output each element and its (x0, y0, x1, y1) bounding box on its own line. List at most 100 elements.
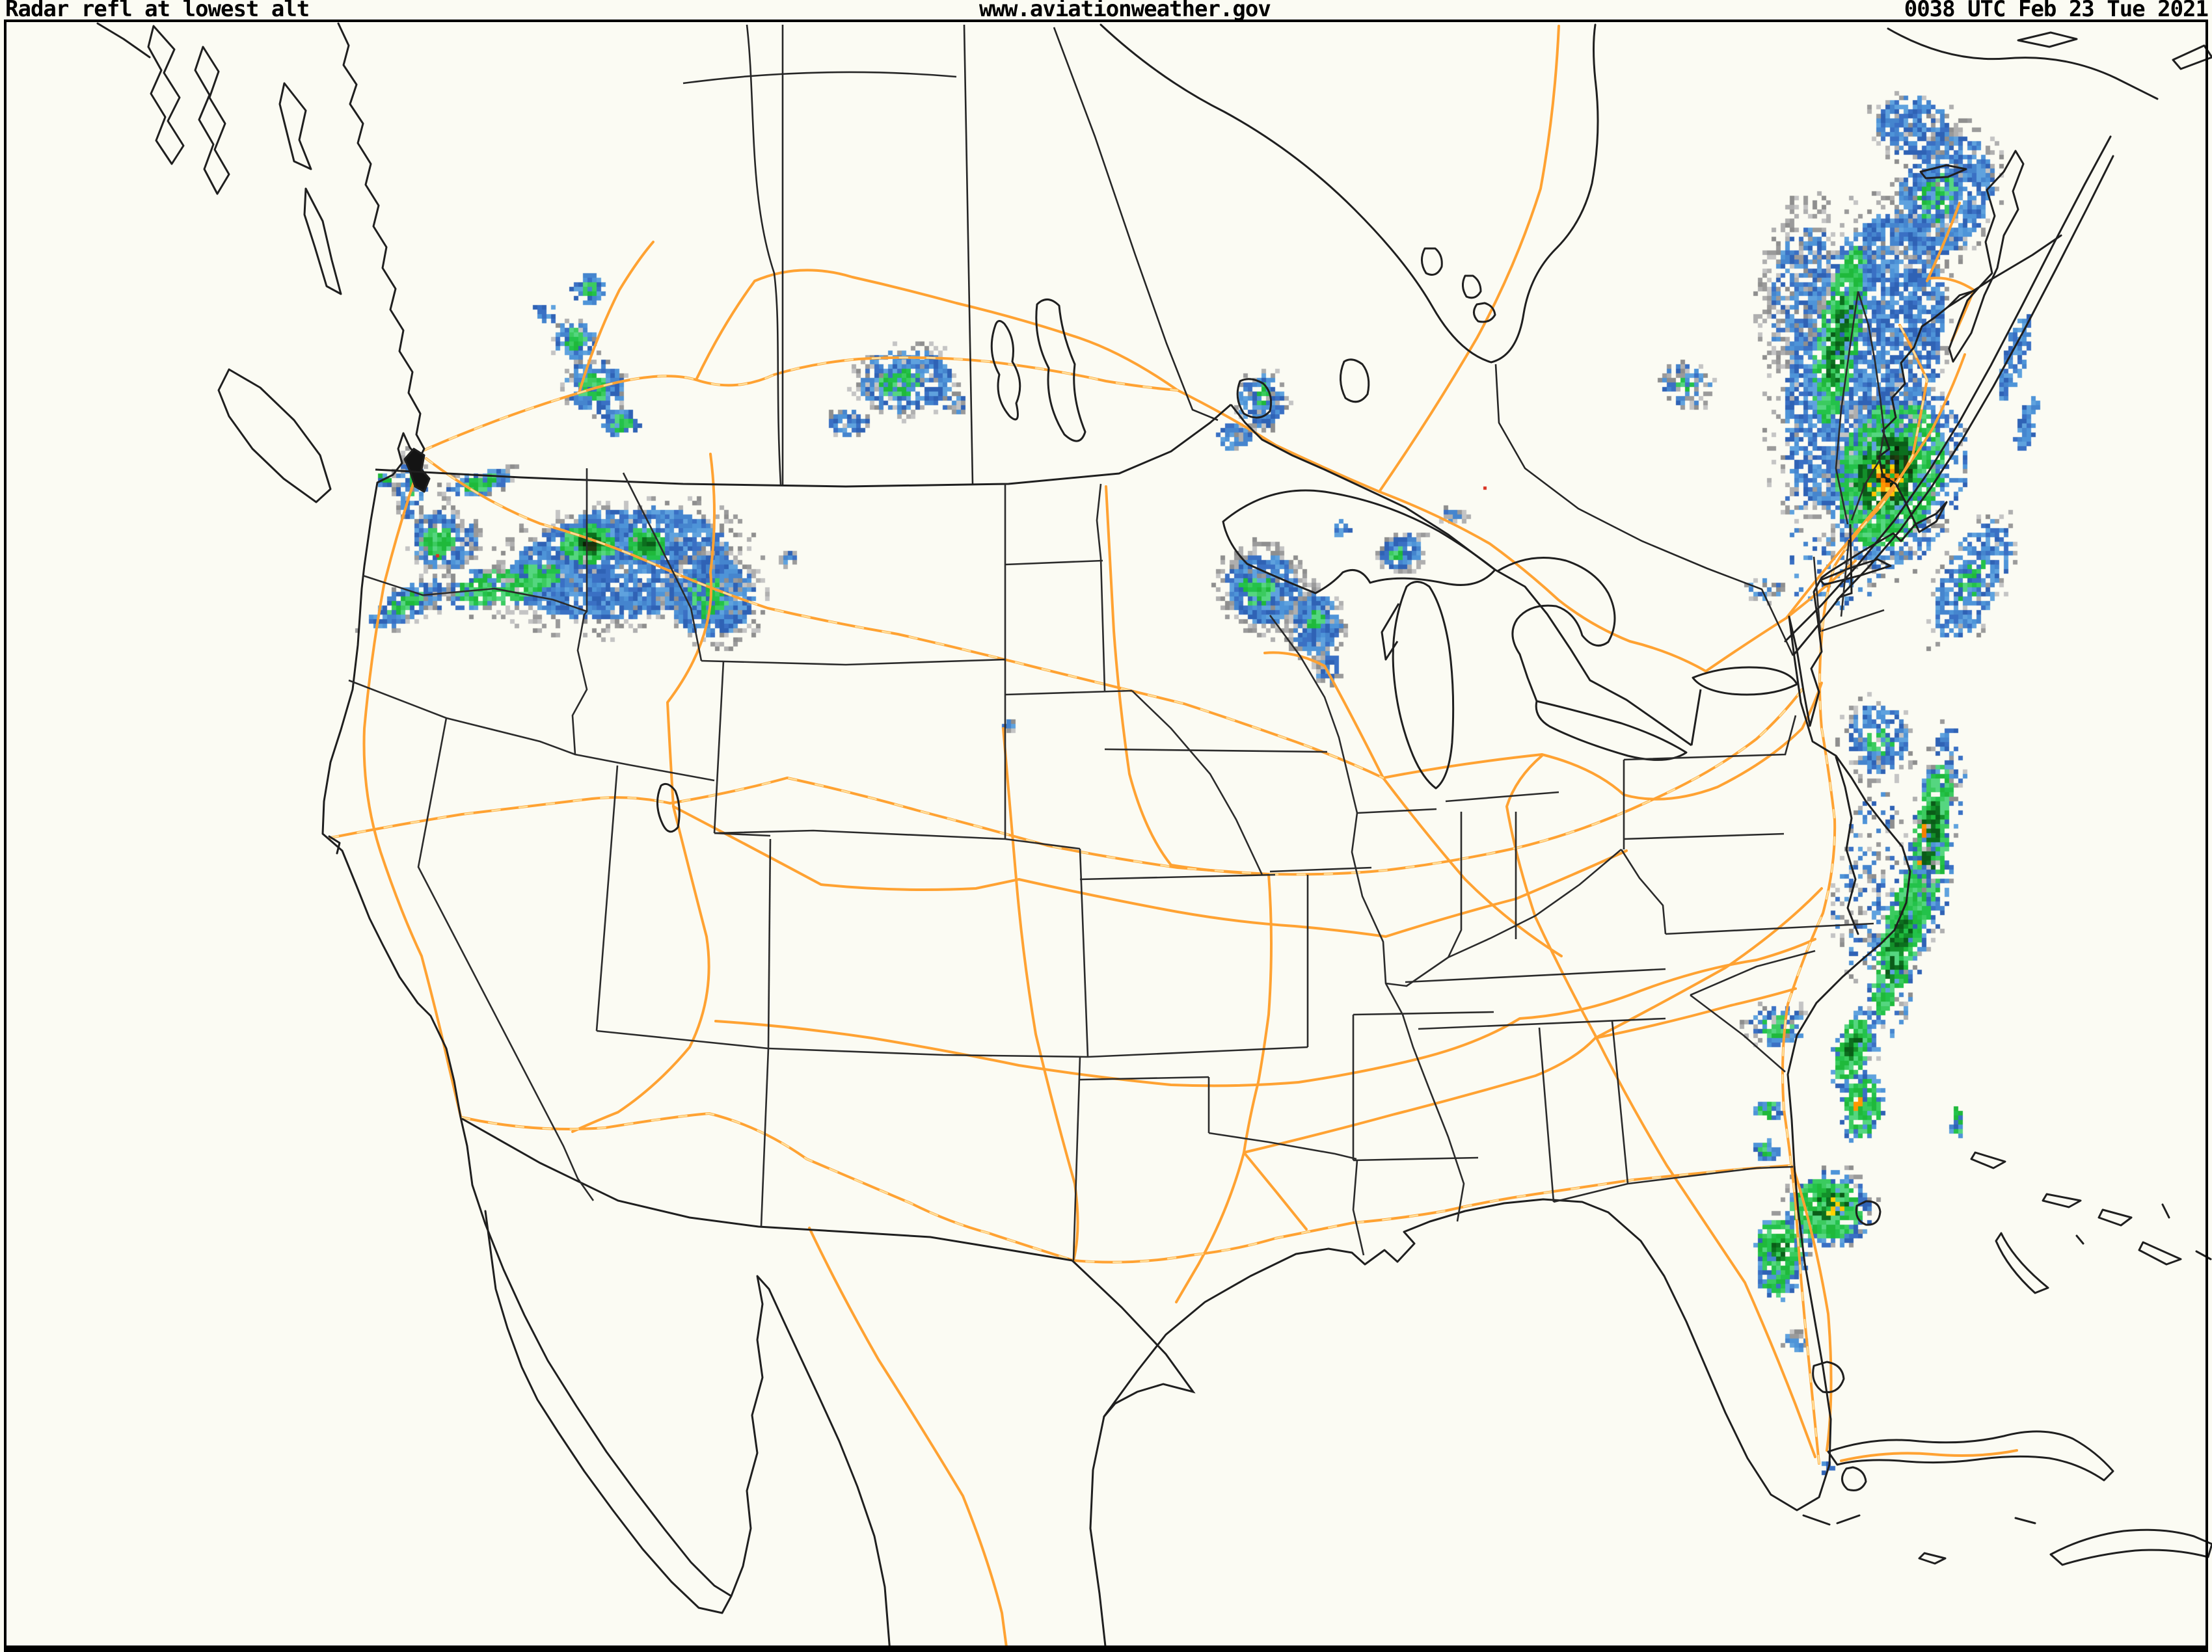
green-bay (1381, 603, 1400, 661)
coast-mexico-gulf (1089, 1415, 1107, 1652)
border-ar-box (1352, 1011, 1494, 1256)
highway-i75 (1594, 1034, 1816, 1458)
border-us-canada-east (1494, 524, 1853, 747)
highway-i95 (1781, 324, 1929, 1465)
border-ohio-river (1385, 849, 1622, 987)
ontario-lake-1 (1421, 247, 1443, 276)
valid-time: 0038 UTC Feb 23 Tue 2021 (1904, 0, 2209, 22)
highway-i40 (714, 938, 1816, 1087)
lake-okeechobee (1812, 1361, 1845, 1394)
prince-edward-island (1919, 164, 1967, 180)
border-nh-vt (1840, 539, 1850, 617)
coast-gulf-california (730, 1275, 891, 1652)
border-tx-ok (1207, 1077, 1357, 1160)
great-salt-lake (656, 782, 681, 833)
bahamas-5 (2138, 1241, 2182, 1266)
border-az-nm (760, 1048, 770, 1227)
hudson-james-bay (1099, 23, 1599, 364)
coastline-layer (96, 22, 2212, 1652)
isle-of-youth (1841, 1466, 1867, 1491)
border-rio-grande (1071, 1259, 1196, 1417)
border-sk-mb (963, 24, 974, 485)
border-ks-ok (1087, 1046, 1308, 1058)
quebec-north-shore (1887, 27, 2159, 100)
alaska-archipelago-2 (194, 46, 230, 195)
border-bc-ab (746, 24, 782, 485)
border-ga-sc (1690, 994, 1786, 1072)
highway-dallas-houston (1243, 1151, 1308, 1231)
bahamas-2 (2042, 1193, 2082, 1208)
border-al-ga (1611, 1020, 1629, 1184)
bahamas-1 (1970, 1151, 2006, 1169)
lake-winnipeg (1035, 299, 1086, 442)
highway-transcanada-ontario (1176, 389, 1857, 673)
border-ne-ks (1079, 873, 1276, 881)
border-wy-west (713, 660, 725, 834)
highway-i15 (571, 453, 716, 1133)
border-ok-panhandle (1079, 1076, 1209, 1081)
lake-huron (1497, 557, 1616, 702)
lake-ontario (1692, 666, 1798, 696)
border-co-east (1079, 848, 1089, 1058)
bahamas-4 (2075, 1203, 2212, 1260)
florida-small-lake (1855, 1200, 1882, 1226)
alaska-archipelago-1 (147, 25, 185, 165)
border-ga-fl (1553, 1166, 1794, 1203)
cayman-dashes (2014, 1517, 2036, 1525)
border-60n (682, 71, 957, 85)
highway-i90 (425, 457, 1384, 779)
sf-bay (328, 835, 341, 855)
new-brunswick-north-coast (1947, 234, 2062, 308)
st-lawrence-south-shore (1836, 155, 2114, 601)
akimiski-island (1473, 302, 1496, 323)
lake-superior (1222, 489, 1496, 594)
newfoundland-fragment (2172, 44, 2212, 70)
highway-i25 (1002, 727, 1079, 1262)
highway-dash-layer (329, 324, 1928, 1465)
border-mt-south (701, 658, 1006, 666)
border-nm-tx (1072, 1056, 1081, 1261)
haida-gwaii-2 (303, 187, 342, 295)
highway-cuba (1840, 1449, 2018, 1462)
highway-i20 (1243, 987, 1797, 1154)
border-mi-south (1445, 791, 1559, 803)
anticosti-island (2017, 31, 2078, 48)
highway-i10 (461, 1112, 1792, 1264)
highway-chicago-east (1382, 682, 1823, 801)
border-missouri-river (1131, 690, 1263, 875)
vancouver-island (217, 368, 332, 503)
lake-michigan (1392, 581, 1455, 790)
highway-quebec (1785, 353, 1966, 619)
border-on-qc (1494, 364, 1794, 656)
border-co-south (768, 1047, 1088, 1058)
florida-keys (1802, 1514, 1861, 1526)
coast-us-gulf-atlantic (1103, 289, 1978, 1512)
hispaniola (2049, 1528, 2212, 1566)
border-mn-wi (1269, 615, 1358, 814)
jamaica (1918, 1552, 1947, 1565)
highway-mexico-15 (808, 1227, 1008, 1652)
highway-i70 (672, 805, 1628, 939)
border-ma-ct (1821, 609, 1885, 632)
international-border-layer (375, 403, 1853, 1417)
border-mn-nd-sd (1096, 483, 1106, 691)
border-nv-ut (595, 765, 619, 1032)
highway-north-ontario (1378, 25, 1560, 493)
lake-of-the-woods (1236, 378, 1273, 419)
border-me-qc (1835, 291, 1859, 525)
highway-transcanada-west (423, 356, 1179, 451)
border-ut-az (596, 1030, 769, 1050)
border-mississippi-river (1351, 812, 1465, 1222)
border-mason-dixon (1623, 833, 1785, 840)
bahamas-3 (2097, 1208, 2133, 1227)
border-ky-tn (1405, 968, 1666, 983)
product-title: Radar refl at lowest alt (5, 0, 310, 22)
border-wy-south (714, 829, 1081, 850)
lake-manitoba (990, 320, 1021, 421)
border-wi-il (1356, 808, 1437, 814)
border-nd-sd (1005, 559, 1103, 566)
border-me-nh (1850, 459, 1882, 521)
state-border-layer (348, 291, 1885, 1261)
alaska-corner (96, 22, 151, 59)
